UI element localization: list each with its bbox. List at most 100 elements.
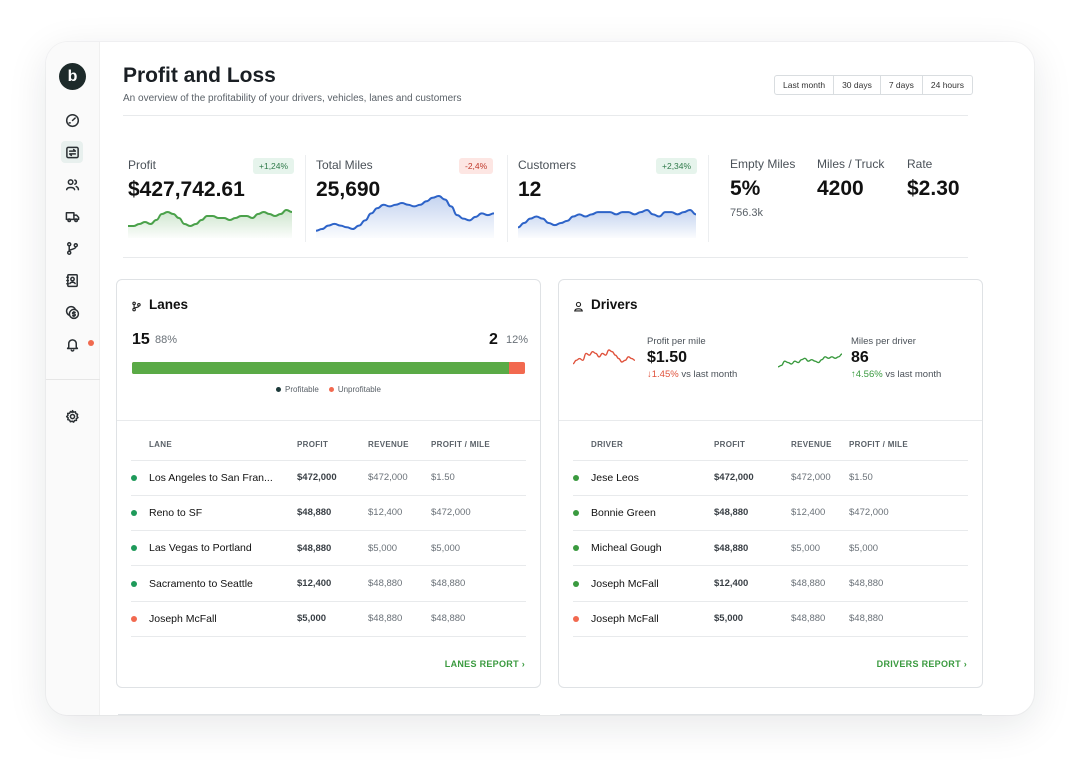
report-label: DRIVERS REPORT xyxy=(876,659,961,669)
table-row[interactable]: Reno to SF $48,880 $12,400 $472,000 xyxy=(131,495,526,532)
stat-customers: Customers 12 xyxy=(518,158,576,202)
app-logo[interactable]: b xyxy=(59,63,86,90)
col-header[interactable]: REVENUE xyxy=(791,430,849,461)
table-row[interactable]: Joseph McFall $5,000 $48,880 $48,880 xyxy=(573,601,968,637)
next-card-edge xyxy=(560,714,982,715)
stat-value: 25,690 xyxy=(316,178,381,201)
sidebar: b xyxy=(46,42,100,715)
legend-label: Profitable xyxy=(285,385,319,394)
table-row[interactable]: Bonnie Green $48,880 $12,400 $472,000 xyxy=(573,495,968,532)
miles-change-badge: -2,4% xyxy=(459,158,494,174)
name-cell[interactable]: Jese Leos xyxy=(591,460,714,496)
profit-cell: $12,400 xyxy=(714,565,791,602)
col-header[interactable]: DRIVER xyxy=(591,430,714,461)
legend-profitable: Profitable xyxy=(276,385,319,394)
stat-label: Empty Miles xyxy=(730,157,796,171)
bell-icon[interactable] xyxy=(61,333,83,355)
stat-value: $427,742.61 xyxy=(128,178,245,201)
drivers-report-link[interactable]: DRIVERS REPORT › xyxy=(877,659,967,669)
change-suffix: vs last month xyxy=(882,369,942,380)
status-col xyxy=(131,430,149,461)
lanes-report-link[interactable]: LANES REPORT › xyxy=(445,659,525,669)
range-last-month[interactable]: Last month xyxy=(775,76,835,94)
lanes-title: Lanes xyxy=(149,297,189,312)
card-divider xyxy=(559,420,982,421)
status-dot xyxy=(131,509,137,516)
miles-per-driver-sparkline xyxy=(778,353,842,368)
name-cell[interactable]: Reno to SF xyxy=(149,495,297,532)
transfer-icon[interactable] xyxy=(61,141,83,163)
stat-divider xyxy=(305,155,306,242)
range-24-hours[interactable]: 24 hours xyxy=(930,80,964,90)
range-7-days[interactable]: 7 days xyxy=(881,76,923,94)
status-dot xyxy=(573,509,579,516)
contacts-icon[interactable] xyxy=(61,269,83,291)
lanes-table: LANE PROFIT REVENUE PROFIT / MILE Los An… xyxy=(131,430,526,637)
customers-change-badge: +2,34% xyxy=(656,158,698,174)
table-row[interactable]: Joseph McFall $5,000 $48,880 $48,880 xyxy=(131,601,526,637)
profitable-fill xyxy=(132,362,510,374)
col-header[interactable]: REVENUE xyxy=(368,430,431,461)
page-title: Profit and Loss xyxy=(123,64,276,87)
coins-icon[interactable] xyxy=(61,301,83,323)
status-dot xyxy=(131,545,137,552)
notification-dot xyxy=(88,340,94,346)
metric-change: ↑4.56% vs last month xyxy=(851,369,941,380)
profit-cell: $472,000 xyxy=(714,460,791,496)
profit-cell: $48,880 xyxy=(714,495,791,532)
stat-label: Total Miles xyxy=(316,158,373,172)
metric-label: Miles per driver xyxy=(851,336,916,347)
table-row[interactable]: Las Vegas to Portland $48,880 $5,000 $5,000 xyxy=(131,530,526,567)
table-row[interactable]: Jese Leos $472,000 $472,000 $1.50 xyxy=(573,460,968,496)
table-row[interactable]: Los Angeles to San Fran... $472,000 $472,0… xyxy=(131,460,526,496)
name-cell[interactable]: Sacramento to Seattle xyxy=(149,565,297,602)
name-cell[interactable]: Los Angeles to San Fran... xyxy=(149,460,297,496)
name-cell[interactable]: Joseph McFall xyxy=(591,565,714,602)
col-header[interactable]: LANE xyxy=(149,430,297,461)
status-dot xyxy=(573,580,579,587)
status-dot xyxy=(573,545,579,552)
legend-label: Unprofitable xyxy=(337,385,381,394)
name-cell[interactable]: Micheal Gough xyxy=(591,530,714,567)
dashboard-icon[interactable] xyxy=(61,109,83,131)
stats-divider xyxy=(123,257,968,258)
revenue-cell: $48,880 xyxy=(791,601,849,637)
unprofitable-percent: 12% xyxy=(506,334,529,346)
truck-icon[interactable] xyxy=(61,205,83,227)
stat-value: 4200 xyxy=(817,177,864,200)
status-cell xyxy=(573,601,591,637)
range-30-days[interactable]: 30 days xyxy=(834,76,881,94)
profit-per-mile-cell: $48,880 xyxy=(849,601,968,637)
lanes-card: Lanes 15 88% 2 12% Profitable Unprofitab… xyxy=(116,279,541,688)
status-col xyxy=(573,430,591,461)
users-icon[interactable] xyxy=(61,173,83,195)
stat-rate: Rate $2.30 xyxy=(907,157,960,201)
stat-value: $2.30 xyxy=(907,177,960,200)
col-header[interactable]: PROFIT / MILE xyxy=(431,430,526,461)
name-cell[interactable]: Joseph McFall xyxy=(591,601,714,637)
stat-label: Miles / Truck xyxy=(817,157,885,171)
name-cell[interactable]: Bonnie Green xyxy=(591,495,714,532)
col-header[interactable]: PROFIT / MILE xyxy=(849,430,968,461)
profit-per-mile-sparkline xyxy=(573,349,635,365)
col-header[interactable]: PROFIT xyxy=(714,430,791,461)
date-range-selector: Last month 30 days 7 days 24 hours xyxy=(774,75,973,95)
name-cell[interactable]: Joseph McFall xyxy=(149,601,297,637)
table-row[interactable]: Joseph McFall $12,400 $48,880 $48,880 xyxy=(573,565,968,602)
profitable-percent: 88% xyxy=(155,334,178,346)
profit-cell: $48,880 xyxy=(714,530,791,567)
branch-icon[interactable] xyxy=(61,237,83,259)
profit-per-mile-cell: $5,000 xyxy=(849,530,968,567)
sparkline-area xyxy=(518,210,696,238)
metric-value: $1.50 xyxy=(647,349,688,366)
status-dot xyxy=(573,615,579,622)
table-row[interactable]: Micheal Gough $48,880 $5,000 $5,000 xyxy=(573,530,968,567)
legend-dot xyxy=(328,387,334,393)
name-cell[interactable]: Las Vegas to Portland xyxy=(149,530,297,567)
table-row[interactable]: Sacramento to Seattle $12,400 $48,880 $48,8… xyxy=(131,565,526,602)
stat-divider xyxy=(507,155,508,242)
settings-icon[interactable] xyxy=(61,405,83,427)
col-header[interactable]: PROFIT xyxy=(297,430,368,461)
profit-per-mile-cell: $48,880 xyxy=(431,565,526,602)
branch-icon xyxy=(131,299,142,312)
